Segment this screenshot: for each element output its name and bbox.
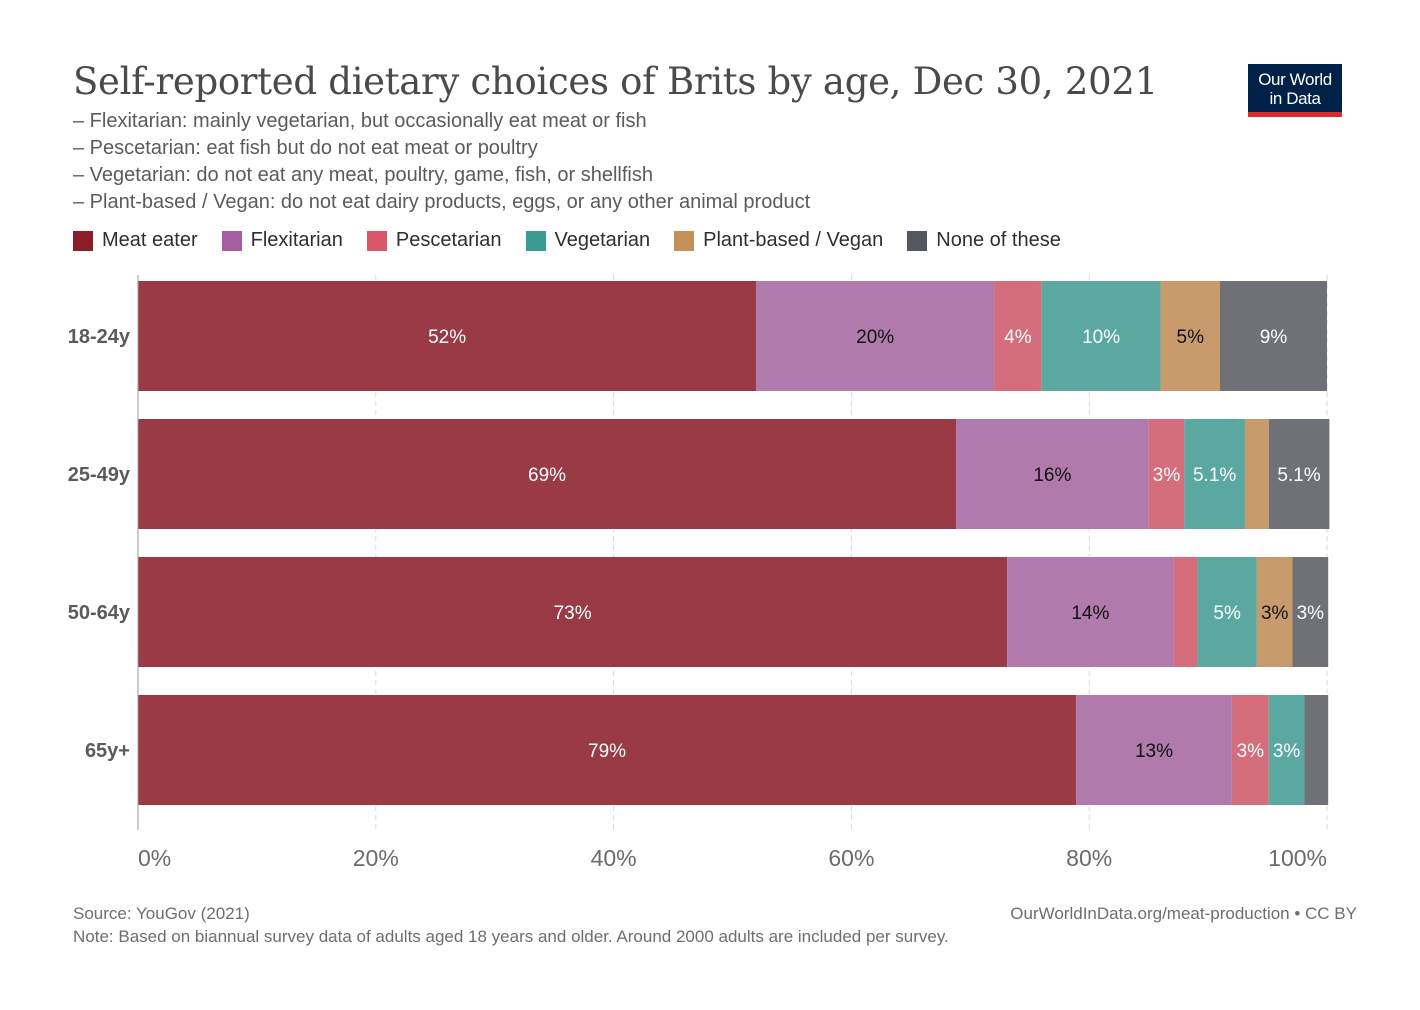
logo-line-1: Our World — [1258, 70, 1332, 89]
x-tick-label-40: 40% — [591, 845, 637, 871]
bar-vegetarian-18-24y[interactable] — [1041, 281, 1161, 391]
x-tick-label-60: 60% — [828, 845, 874, 871]
data-label-vegetarian-65y: 3% — [1273, 741, 1301, 762]
legend-label-flexitarian: Flexitarian — [250, 229, 343, 251]
data-label-pescetarian-18-24y: 4% — [1004, 327, 1032, 348]
data-label-pescetarian-65y: 3% — [1237, 741, 1265, 762]
data-label-meat-eater-50-64y: 73% — [554, 603, 592, 624]
bar-vegetarian-65y[interactable] — [1268, 695, 1305, 805]
subtitle-line-vegetarian: – Vegetarian: do not eat any meat, poult… — [73, 164, 653, 186]
x-tick-label-80: 80% — [1066, 845, 1112, 871]
data-label-meat-eater-18-24y: 52% — [428, 327, 466, 348]
data-label-none-of-these-25-49y: 5.1% — [1277, 465, 1320, 486]
data-label-vegetarian-50-64y: 5% — [1213, 603, 1241, 624]
category-label-50-64y: 50-64y — [68, 602, 131, 624]
data-label-none-of-these-50-64y: 3% — [1297, 603, 1325, 624]
bar-meat-eater-25-49y[interactable] — [138, 419, 957, 529]
bar-vegetarian-25-49y[interactable] — [1184, 419, 1245, 529]
legend-label-plant-based-vegan: Plant-based / Vegan — [703, 229, 884, 251]
data-label-meat-eater-25-49y: 69% — [528, 465, 566, 486]
legend-swatch-pescetarian — [366, 230, 387, 251]
legend-item-vegetarian[interactable]: Vegetarian — [525, 229, 651, 252]
source-text: Source: YouGov (2021) — [73, 904, 250, 923]
owid-logo[interactable]: Our World in Data — [1248, 64, 1342, 117]
legend-item-none-of-these[interactable]: None of these — [907, 229, 1061, 252]
bar-pescetarian-65y[interactable] — [1231, 695, 1269, 805]
legend-label-none-of-these: None of these — [936, 229, 1061, 251]
bar-vegetarian-50-64y[interactable] — [1197, 557, 1257, 667]
legend-swatch-vegetarian — [525, 230, 546, 251]
bar-none-of-these-18-24y[interactable] — [1219, 281, 1327, 391]
data-label-plant-based-vegan-50-64y: 3% — [1261, 603, 1289, 624]
data-label-vegetarian-18-24y: 10% — [1082, 327, 1120, 348]
x-tick-label-20: 20% — [353, 845, 399, 871]
chart-legend: Meat eater Flexitarian Pescetarian Veget… — [73, 229, 1085, 252]
legend-item-meat-eater[interactable]: Meat eater — [73, 229, 198, 252]
data-label-vegetarian-25-49y: 5.1% — [1193, 465, 1236, 486]
data-label-flexitarian-25-49y: 16% — [1033, 465, 1071, 486]
chart-subtitle: – Flexitarian: mainly vegetarian, but oc… — [73, 108, 810, 216]
legend-label-meat-eater: Meat eater — [102, 229, 198, 251]
data-label-flexitarian-18-24y: 20% — [856, 327, 894, 348]
bar-flexitarian-50-64y[interactable] — [1007, 557, 1174, 667]
category-label-25-49y: 25-49y — [68, 464, 131, 486]
bar-none-of-these-50-64y[interactable] — [1292, 557, 1329, 667]
data-label-meat-eater-65y: 79% — [588, 741, 626, 762]
x-tick-label-0: 0% — [138, 845, 171, 871]
bar-pescetarian-18-24y[interactable] — [994, 281, 1042, 391]
bar-meat-eater-65y[interactable] — [138, 695, 1077, 805]
data-label-flexitarian-65y: 13% — [1135, 741, 1173, 762]
data-label-pescetarian-25-49y: 3% — [1153, 465, 1181, 486]
legend-swatch-meat-eater — [73, 230, 93, 251]
legend-label-pescetarian: Pescetarian — [395, 229, 502, 251]
bar-none-of-these-25-49y[interactable] — [1268, 419, 1330, 529]
bar-flexitarian-65y[interactable] — [1076, 695, 1232, 805]
legend-item-flexitarian[interactable]: Flexitarian — [221, 229, 343, 252]
category-label-18-24y: 18-24y — [68, 326, 131, 348]
note-text: Note: Based on biannual survey data of a… — [73, 927, 949, 946]
x-tick-label-100: 100% — [1268, 845, 1327, 871]
category-label-65y: 65y+ — [85, 740, 130, 762]
bar-flexitarian-18-24y[interactable] — [756, 281, 995, 391]
attribution-link[interactable]: OurWorldInData.org/meat-production • CC … — [1010, 904, 1357, 923]
legend-swatch-flexitarian — [221, 230, 242, 251]
legend-item-plant-based-vegan[interactable]: Plant-based / Vegan — [674, 229, 883, 252]
bar-meat-eater-50-64y[interactable] — [138, 557, 1008, 667]
bar-plant-based-vegan-50-64y[interactable] — [1256, 557, 1293, 667]
bar-meat-eater-18-24y[interactable] — [138, 281, 757, 391]
data-label-flexitarian-50-64y: 14% — [1071, 603, 1109, 624]
bar-pescetarian-25-49y[interactable] — [1148, 419, 1185, 529]
legend-item-pescetarian[interactable]: Pescetarian — [366, 229, 502, 252]
bar-pescetarian-50-64y[interactable] — [1173, 557, 1198, 667]
bar-plant-based-vegan-25-49y[interactable] — [1244, 419, 1269, 529]
bar-plant-based-vegan-18-24y[interactable] — [1160, 281, 1220, 391]
subtitle-line-flexitarian: – Flexitarian: mainly vegetarian, but oc… — [73, 110, 647, 132]
chart-title: Self-reported dietary choices of Brits b… — [73, 60, 1158, 103]
logo-line-2: in Data — [1269, 89, 1321, 108]
data-label-none-of-these-18-24y: 9% — [1260, 327, 1288, 348]
legend-label-vegetarian: Vegetarian — [554, 229, 651, 251]
bar-flexitarian-25-49y[interactable] — [956, 419, 1149, 529]
subtitle-line-pescetarian: – Pescetarian: eat fish but do not eat m… — [73, 137, 538, 159]
legend-swatch-none-of-these — [907, 230, 928, 251]
legend-swatch-plant-based-vegan — [674, 230, 695, 251]
chart-footer: Source: YouGov (2021) OurWorldInData.org… — [73, 902, 1357, 948]
subtitle-line-vegan: – Plant-based / Vegan: do not eat dairy … — [73, 191, 811, 213]
bar-none-of-these-65y[interactable] — [1304, 695, 1329, 805]
data-label-plant-based-vegan-18-24y: 5% — [1177, 327, 1205, 348]
